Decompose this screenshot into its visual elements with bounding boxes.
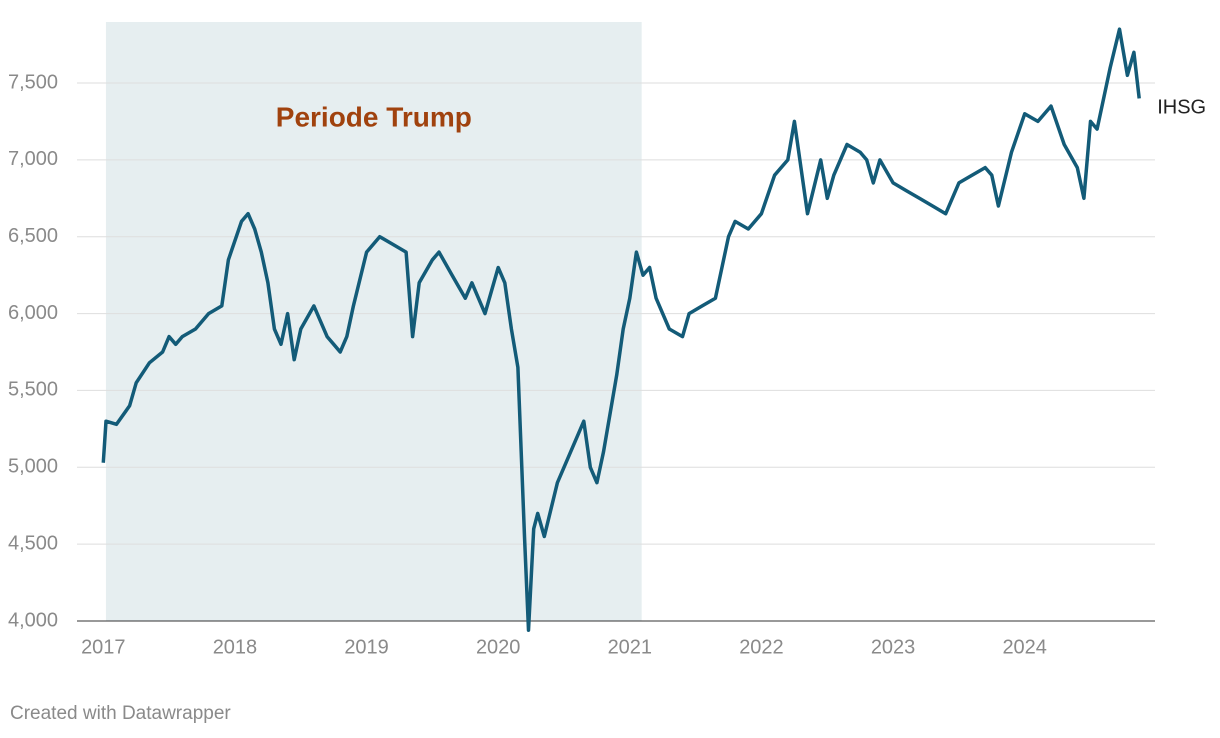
y-tick-label: 4,500: [8, 532, 58, 554]
x-tick-label: 2024: [1002, 636, 1047, 658]
series-line: [101, 27, 1141, 632]
y-tick-label: 7,000: [8, 148, 58, 170]
series-label: IHSG: [1157, 97, 1206, 119]
x-tick-label: 2021: [608, 636, 653, 658]
y-tick-label: 7,500: [8, 71, 58, 93]
x-tick-label: 2017: [81, 636, 126, 658]
x-tick-label: 2022: [739, 636, 784, 658]
y-tick-label: 4,000: [8, 609, 58, 631]
x-tick-label: 2020: [476, 636, 521, 658]
shaded-period: [105, 22, 642, 621]
x-tick-label: 2023: [871, 636, 916, 658]
y-tick-label: 6,500: [8, 225, 58, 247]
y-tick-label: 5,000: [8, 456, 58, 478]
footer: Created with Datawrapper: [10, 703, 231, 724]
x-tick-label: 2019: [344, 636, 389, 658]
y-tick-label: 5,500: [8, 379, 58, 401]
y-tick-label: 6,000: [8, 302, 58, 324]
shade-label: Periode Trump: [276, 101, 472, 132]
x-tick-label: 2018: [213, 636, 258, 658]
